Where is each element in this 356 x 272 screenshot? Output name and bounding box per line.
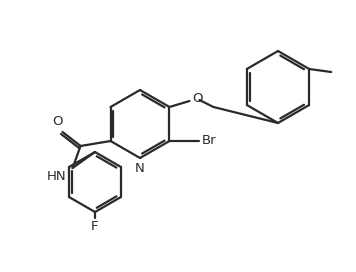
Text: Br: Br xyxy=(201,134,216,147)
Text: O: O xyxy=(193,92,203,106)
Text: N: N xyxy=(135,162,145,175)
Text: HN: HN xyxy=(47,170,67,183)
Text: F: F xyxy=(91,220,99,233)
Text: O: O xyxy=(52,115,63,128)
